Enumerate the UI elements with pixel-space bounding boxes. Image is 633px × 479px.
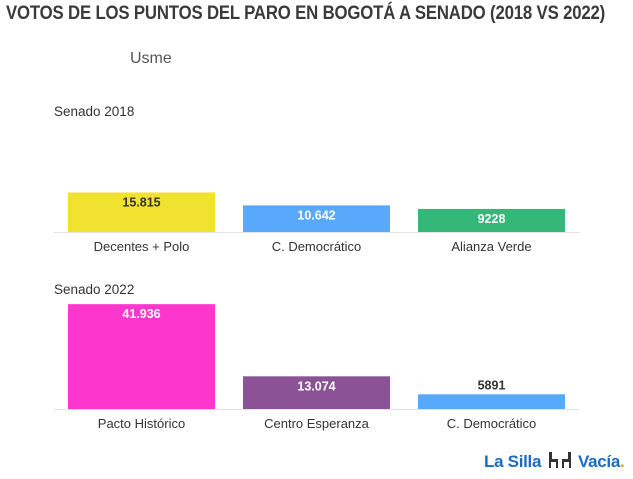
logo-dot: . [620, 452, 625, 471]
category-label: Pacto Histórico [98, 416, 185, 431]
chart-subtitle: Usme [130, 50, 172, 67]
la-silla-vacia-logo: La Silla Vacía. [484, 451, 625, 474]
data-label: 13.074 [297, 379, 335, 393]
logo-text-part1: La Silla [484, 452, 542, 471]
category-label: C. Democrático [447, 416, 537, 431]
logo-text-part2: Vacía [578, 452, 620, 471]
data-label: 15.815 [122, 195, 160, 209]
category-label: Decentes + Polo [94, 239, 190, 254]
chairs-icon [548, 451, 572, 474]
category-label: Centro Esperanza [264, 416, 370, 431]
data-label: 10.642 [297, 208, 335, 222]
category-label: C. Democrático [272, 239, 362, 254]
bar-decentes-polo [68, 192, 215, 232]
data-label: 5891 [478, 378, 506, 392]
chart-title: VOTOS DE LOS PUNTOS DEL PARO EN BOGOTÁ A… [6, 2, 606, 24]
bar-c-democr-tico [418, 394, 565, 409]
category-label: Alianza Verde [451, 239, 531, 254]
bar-c-democr-tico [243, 205, 390, 232]
bar-centro-esperanza [243, 376, 390, 409]
panel-title-2018: Senado 2018 [54, 104, 135, 119]
bar-pacto-hist-rico [68, 304, 215, 409]
data-label: 9228 [478, 212, 506, 226]
panel-title-2022: Senado 2022 [54, 282, 135, 297]
data-label: 41.936 [122, 307, 160, 321]
bar-alianza-verde [418, 208, 565, 232]
